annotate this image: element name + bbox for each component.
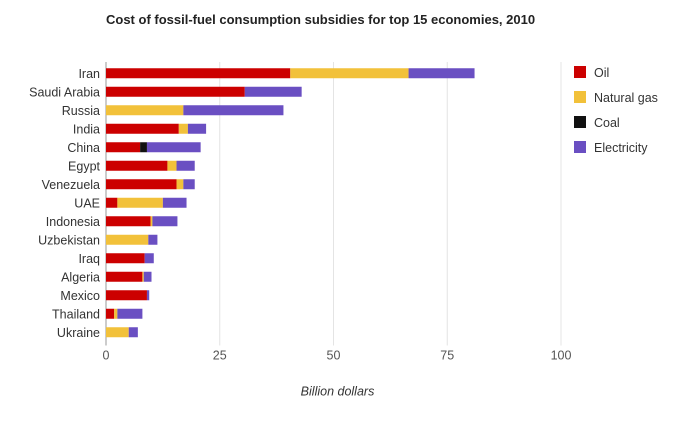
bar-indonesia-electricity [152,216,178,227]
legend-label-oil: Oil [594,66,609,80]
category-label-india: India [73,122,100,136]
bar-uae-natural-gas [117,197,163,208]
category-label-mexico: Mexico [60,289,100,303]
bar-india-electricity [187,123,207,134]
legend-swatch-natural-gas [574,91,586,103]
category-label-iran: Iran [78,67,100,81]
category-label-egypt: Egypt [68,159,100,173]
bar-algeria-natural-gas [142,271,144,282]
bar-iran-oil [106,68,291,79]
bar-russia-natural-gas [106,105,184,116]
bar-uzbekistan-natural-gas [106,234,149,245]
x-tick-label-75: 75 [440,349,454,363]
x-axis-label: Billion dollars [301,385,375,399]
x-tick-label-100: 100 [551,349,572,363]
bar-china-electricity [146,142,201,153]
category-label-saudi-arabia: Saudi Arabia [29,85,100,99]
bar-venezuela-oil [106,179,177,190]
category-label-china: China [67,141,100,155]
category-label-iraq: Iraq [78,252,100,266]
bar-algeria-electricity [143,271,152,282]
bar-saudi-arabia-electricity [244,86,302,97]
bar-egypt-natural-gas [167,160,177,171]
bar-india-natural-gas [178,123,188,134]
category-label-ukraine: Ukraine [57,326,100,340]
bar-algeria-oil [106,271,143,282]
bar-saudi-arabia-oil [106,86,245,97]
bar-china-oil [106,142,141,153]
bar-russia-electricity [183,105,284,116]
bar-indonesia-natural-gas [150,216,153,227]
bar-iraq-oil [106,253,145,264]
bar-thailand-natural-gas [114,308,118,319]
legend-label-coal: Coal [594,116,620,130]
category-label-algeria: Algeria [61,270,100,284]
bar-iran-electricity [408,68,475,79]
legend-swatch-oil [574,66,586,78]
bar-egypt-oil [106,160,168,171]
category-label-indonesia: Indonesia [46,215,100,229]
bar-iran-natural-gas [290,68,409,79]
bar-egypt-electricity [176,160,195,171]
category-label-uae: UAE [74,196,100,210]
bar-venezuela-natural-gas [176,179,184,190]
x-tick-label-50: 50 [327,349,341,363]
bar-china-coal [140,142,147,153]
category-label-uzbekistan: Uzbekistan [38,233,100,247]
bar-uzbekistan-electricity [148,234,158,245]
category-label-venezuela: Venezuela [42,178,100,192]
category-label-thailand: Thailand [52,307,100,321]
bar-uae-oil [106,197,118,208]
bar-indonesia-oil [106,216,151,227]
bar-uae-electricity [162,197,187,208]
bar-iraq-electricity [144,253,154,264]
bar-ukraine-electricity [128,327,138,338]
legend-swatch-coal [574,116,586,128]
bar-india-oil [106,123,179,134]
x-tick-label-25: 25 [213,349,227,363]
legend-label-electricity: Electricity [594,141,648,155]
bar-thailand-oil [106,308,115,319]
bar-mexico-oil [106,290,147,301]
bar-ukraine-natural-gas [106,327,129,338]
category-label-russia: Russia [62,104,100,118]
bar-mexico-electricity [146,290,150,301]
legend-label-natural-gas: Natural gas [594,91,658,105]
bar-venezuela-electricity [183,179,195,190]
x-tick-label-0: 0 [103,349,110,363]
bar-thailand-electricity [117,308,143,319]
legend-swatch-electricity [574,141,586,153]
chart-title: Cost of fossil-fuel consumption subsidie… [106,12,536,27]
